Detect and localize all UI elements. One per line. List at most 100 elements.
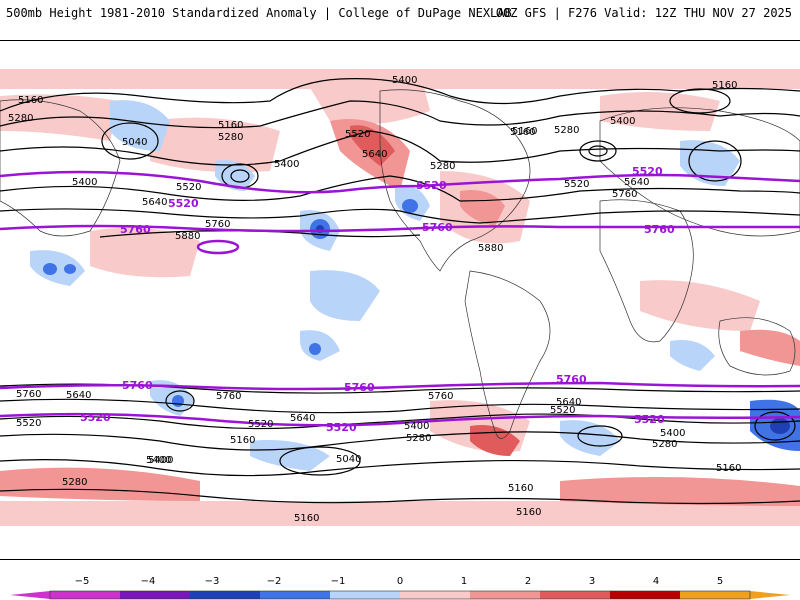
colorbar-tick: −3: [205, 576, 220, 587]
anom-neg-south-atlantic: [560, 420, 620, 456]
contour-label: 5280: [554, 125, 579, 136]
highlight-label: 5520: [632, 165, 663, 178]
colorbar-seg-pos3: [540, 591, 610, 599]
map-title: 500mb Height 1981-2010 Standardized Anom…: [6, 6, 512, 20]
eurasia-outline-e: [599, 107, 800, 237]
anom-band-south: [0, 501, 800, 526]
highlight-label: 5760: [422, 221, 453, 234]
contour-label: 5400: [146, 455, 171, 466]
contour-closed-low-europe: [669, 88, 731, 114]
colorbar-seg-pos1: [400, 591, 470, 599]
highlight-label-layer: 5520 5520 5520 5760 5760 5760 5760 5760 …: [80, 165, 675, 434]
contour-sh-5640: [0, 398, 800, 414]
contour-label: 5280: [430, 161, 455, 172]
anom-pos-se-us: [460, 190, 505, 226]
contour-label: 5640: [142, 197, 167, 208]
anom-pos-pacific-n: [150, 117, 280, 173]
contour-label: 5880: [478, 243, 503, 254]
colorbar-seg-pos2: [470, 591, 540, 599]
contour-sh-5280: [0, 459, 800, 477]
highlight-label: 5760: [122, 379, 153, 392]
contour-label: 5160: [716, 463, 741, 474]
contour-label: 5520: [176, 182, 201, 193]
contour-label: 5760: [428, 391, 453, 402]
contour-label: 5160: [508, 483, 533, 494]
colorbar-tick: −2: [267, 576, 282, 587]
contour-nh-5880: [99, 230, 421, 238]
contour-label: 5640: [556, 397, 581, 408]
contour-closed-low-so-e: [754, 411, 796, 441]
contour-label: 5400: [660, 428, 685, 439]
highlight-label: 5520: [80, 411, 111, 424]
contour-label: 5160: [18, 95, 43, 106]
anom-pos-core-canada: [350, 125, 395, 166]
contour-label: 5040: [336, 454, 361, 465]
colorbar-tick: −1: [331, 576, 346, 587]
colorbar-tick: 3: [589, 576, 595, 587]
anom-neg-south-pacific: [310, 270, 380, 321]
highlight-5760-nh: [0, 224, 800, 233]
north-america-outline: [379, 89, 531, 272]
anom-neg-china-core2: [64, 264, 76, 274]
contour-label: 5280: [218, 132, 243, 143]
contour-label-layer: 5160 5280 5040 5160 5280 5400 5520 5640 …: [8, 75, 741, 524]
anom-neg-great-lakes-core: [402, 199, 418, 213]
contour-label: 5640: [362, 149, 387, 160]
contour-nh-5400: [0, 130, 800, 166]
highlight-5760-sh: [0, 381, 800, 391]
anom-neg-so-core: [770, 418, 790, 434]
highlight-label: 5520: [634, 413, 665, 426]
colorbar-tick: −4: [141, 576, 156, 587]
highlight-label: 5520: [168, 197, 199, 210]
colorbar-tick: −5: [75, 576, 90, 587]
model-run-label: 00Z GFS | F276 Valid: 12Z THU NOV 27 202…: [495, 6, 792, 20]
colorbar-seg-neg1: [330, 591, 400, 599]
highlight-label: 5760: [556, 373, 587, 386]
contour-label: 5520: [345, 129, 370, 140]
anomaly-map: 5160 5280 5040 5160 5280 5400 5520 5640 …: [0, 40, 800, 560]
anom-neg-sp-core: [309, 343, 321, 355]
anom-neg-australia-w: [670, 340, 715, 371]
highlight-label: 5520: [416, 179, 447, 192]
contour-sh-5400: [0, 431, 800, 451]
australia-outline: [718, 317, 796, 376]
anom-pos-alaska: [300, 71, 430, 125]
anom-pos-subtrop-pacific: [90, 227, 200, 278]
highlight-label: 5520: [326, 421, 357, 434]
anom-neg-south-indian: [150, 380, 195, 416]
contour-label: 5400: [274, 159, 299, 170]
contour-label: 5520: [248, 419, 273, 430]
contour-label: 5640: [624, 177, 649, 188]
contour-label: 5160: [230, 435, 255, 446]
contour-closed-low-atlantic: [579, 140, 617, 162]
contour-nh-5640: [0, 175, 800, 202]
highlight-contours: [0, 170, 800, 427]
contour-closed-low-pacific-inner: [230, 169, 250, 183]
contour-closed-low-e-europe: [688, 140, 742, 182]
colorbar-svg: −5 −4 −3 −2 −1 0 1 2 3 4 5: [10, 576, 790, 600]
contour-label: 5520: [564, 179, 589, 190]
contour-label: 5040: [122, 137, 147, 148]
anom-neg-south-pacific2: [300, 330, 340, 361]
colorbar-seg-pos5: [680, 591, 750, 599]
contour-closed-low-si: [165, 390, 195, 412]
contour-label: 5280: [406, 433, 431, 444]
colorbar-tick: 1: [461, 576, 467, 587]
contour-label: 5640: [66, 390, 91, 401]
contour-nh-5760: [0, 208, 800, 224]
south-america-outline: [464, 270, 551, 439]
contour-label: 5520: [550, 405, 575, 416]
colorbar-seg-neg2: [260, 591, 330, 599]
colorbar-border: [49, 590, 751, 600]
africa-outline: [599, 199, 694, 343]
contour-label: 5400: [610, 116, 635, 127]
contour-label: 5400: [148, 455, 173, 466]
colorbar-tick: 0: [397, 576, 403, 587]
colorbar-tick: 2: [525, 576, 531, 587]
anom-neg-kamchatka: [110, 100, 170, 151]
highlight-5520-sh: [0, 412, 800, 427]
contour-label: 5760: [216, 391, 241, 402]
anom-pos-south-band-w: [0, 467, 200, 501]
contour-label: 5880: [175, 231, 200, 242]
contour-label: 5760: [612, 189, 637, 200]
